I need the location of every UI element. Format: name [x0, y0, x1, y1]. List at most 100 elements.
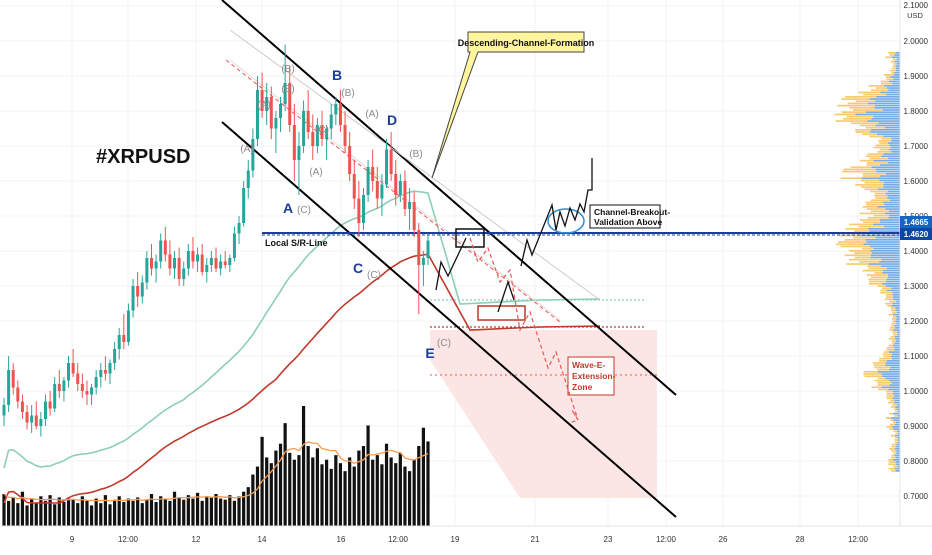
profile-bar-down — [884, 126, 900, 129]
annotations: #XRPUSD A B C D E (A) (B) (C) (A) (B) (C) (A) (B) (C) (… — [96, 31, 670, 423]
extension-zone-label-line-3: Zone — [572, 382, 593, 392]
volume-bar — [242, 491, 246, 526]
candle-body — [302, 111, 306, 146]
profile-bar-down — [893, 78, 900, 81]
profile-bar-up — [867, 153, 884, 155]
candle-body — [421, 258, 425, 265]
profile-bar-down — [888, 368, 900, 371]
candle-body — [2, 405, 6, 416]
candle-body — [30, 415, 34, 423]
volume-bar — [228, 495, 232, 526]
candle-body — [269, 97, 273, 129]
candle-body — [251, 139, 255, 171]
profile-bar-up — [889, 448, 895, 450]
candle-body — [168, 254, 172, 269]
profile-bar-down — [888, 388, 900, 391]
profile-bar-down — [896, 300, 900, 303]
volume-bar — [2, 494, 6, 526]
volume-bar — [412, 459, 416, 526]
volume-bar — [251, 474, 255, 526]
candle-body — [389, 149, 393, 174]
profile-bar-down — [893, 401, 900, 404]
profile-bar-down — [870, 129, 900, 131]
profile-bar-down — [896, 316, 900, 318]
profile-bar-down — [893, 459, 900, 461]
profile-bar-up — [854, 230, 870, 232]
profile-bar-down — [881, 386, 900, 389]
profile-bar-down — [871, 166, 900, 169]
profile-bar-down — [898, 415, 900, 417]
volume-bar — [200, 500, 204, 526]
profile-bar-up — [862, 173, 886, 175]
breakout-label-line-1: Channel-Breakout- — [594, 207, 670, 217]
x-tick-label: 12:00 — [118, 535, 139, 544]
volume-bar — [177, 497, 181, 526]
profile-bar-up — [890, 419, 894, 422]
profile-bar-down — [883, 225, 900, 228]
volume-bar — [71, 499, 75, 526]
profile-bar-up — [890, 335, 895, 338]
profile-bar-up — [886, 76, 891, 78]
volume-bar — [53, 504, 57, 526]
profile-bar-down — [892, 302, 900, 305]
profile-bar-up — [890, 406, 896, 408]
profile-bar-up — [891, 445, 896, 448]
profile-bar-down — [896, 322, 900, 325]
profile-bar-up — [852, 109, 883, 111]
profile-bar-down — [895, 309, 900, 312]
y-tick-label: 1.9000 — [904, 72, 929, 81]
profile-bar-up — [891, 71, 895, 74]
candle-body — [394, 174, 398, 195]
profile-bar-up — [894, 439, 898, 441]
profile-bar-down — [891, 137, 900, 140]
profile-bar-down — [889, 199, 900, 202]
volume-bar — [403, 466, 407, 526]
profile-bar-up — [890, 434, 896, 437]
profile-bar-up — [888, 463, 896, 466]
profile-bar-up — [888, 338, 896, 340]
profile-bar-up — [840, 177, 862, 180]
candle-body — [343, 125, 347, 146]
volume-bar — [357, 450, 361, 526]
profile-bar-up — [890, 309, 896, 312]
profile-bar-up — [895, 410, 898, 413]
profile-bar-up — [889, 412, 893, 415]
volume-bar — [398, 452, 402, 526]
profile-bar-down — [870, 254, 900, 257]
profile-bar-up — [861, 247, 874, 250]
candle-body — [182, 268, 186, 279]
profile-bar-up — [859, 219, 880, 221]
profile-bar-up — [834, 113, 856, 116]
profile-bar-down — [885, 362, 900, 364]
subwave-label: (B) — [281, 84, 294, 95]
volume-bar — [246, 487, 250, 526]
y-tick-label: 2.0000 — [904, 37, 929, 46]
profile-bar-up — [881, 137, 892, 140]
profile-bar-up — [855, 184, 884, 186]
profile-bar-up — [873, 364, 886, 367]
profile-bar-up — [867, 217, 889, 219]
candle-body — [348, 146, 352, 174]
profile-bar-up — [891, 322, 897, 325]
volume-bar — [205, 496, 209, 526]
profile-bar-down — [872, 223, 900, 226]
profile-bar-up — [877, 377, 886, 380]
profile-bar-up — [859, 212, 885, 215]
profile-bar-down — [886, 278, 900, 281]
profile-bar-up — [889, 54, 895, 56]
breakout-label-box — [589, 204, 661, 229]
profile-bar-up — [871, 386, 882, 389]
profile-bar-up — [888, 401, 894, 404]
profile-bar-down — [885, 173, 900, 175]
profile-bar-down — [887, 190, 900, 193]
volume-bar — [195, 492, 200, 526]
profile-bar-up — [862, 175, 881, 177]
profile-bar-up — [888, 459, 894, 461]
subwave-label: (B) — [341, 88, 354, 99]
profile-bar-down — [877, 188, 900, 191]
price-tag-text: 1.4665 — [904, 218, 929, 227]
profile-bar-down — [890, 146, 900, 149]
volume-bar — [417, 446, 421, 526]
profile-bar-up — [891, 470, 896, 472]
volume-bar — [209, 497, 213, 526]
